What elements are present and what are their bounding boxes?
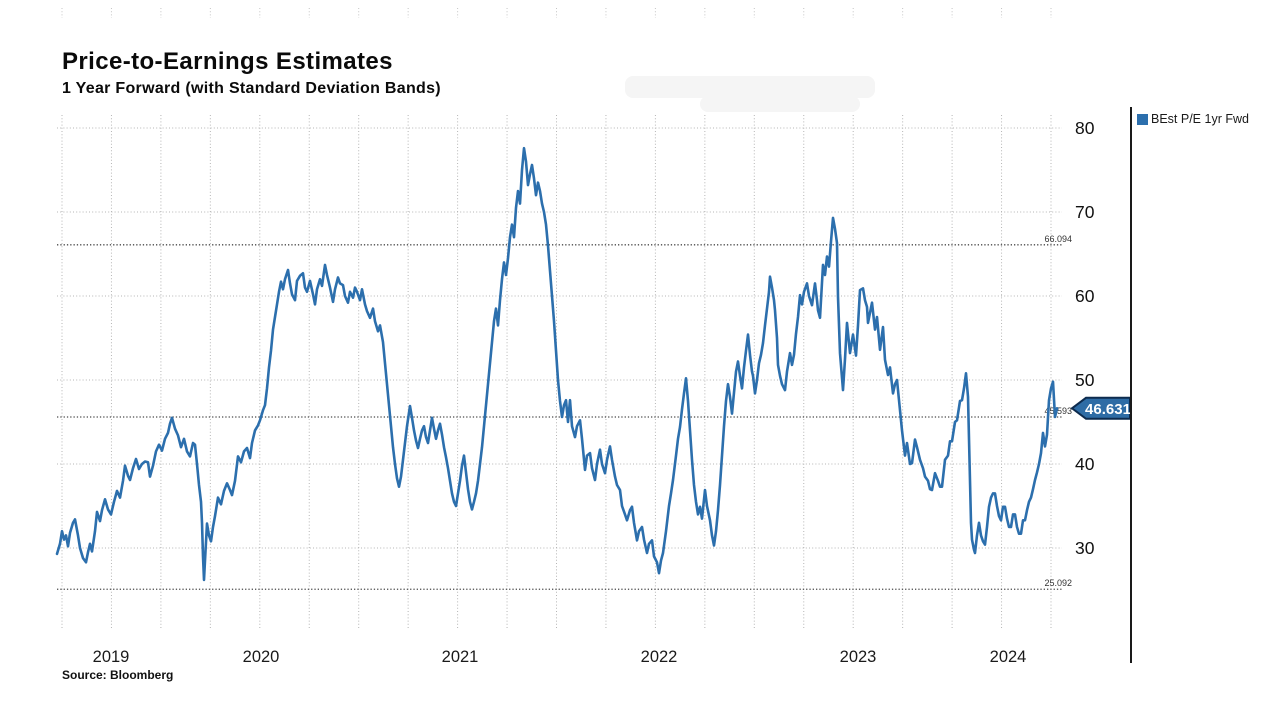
- x-axis-tick-label: 2024: [990, 648, 1027, 666]
- band-label-lower-std-dev: 25.092: [1044, 578, 1072, 588]
- band-label-mean: 45.593: [1044, 406, 1072, 416]
- last-value-text: 46.631: [1085, 401, 1131, 418]
- y-axis-tick-label: 40: [1075, 454, 1095, 474]
- source-label: Source: Bloomberg: [62, 668, 174, 682]
- legend-item-best-pe[interactable]: BEst P/E 1yr Fwd: [1151, 112, 1249, 126]
- watermark-ghost: [625, 76, 875, 98]
- watermark-ghost: [700, 96, 860, 112]
- x-axis-tick-label: 2020: [243, 648, 280, 666]
- y-axis-tick-label: 70: [1075, 202, 1095, 222]
- x-axis-tick-label: 2023: [840, 648, 877, 666]
- x-axis-tick-label: 2022: [641, 648, 678, 666]
- x-axis-tick-label: 2019: [93, 648, 130, 666]
- y-axis-tick-label: 30: [1075, 538, 1095, 558]
- y-axis-tick-label: 60: [1075, 286, 1095, 306]
- band-label-upper-std-dev: 66.094: [1044, 234, 1072, 244]
- y-axis-tick-label: 80: [1075, 118, 1095, 138]
- legend-separator-line: [1130, 107, 1132, 663]
- x-axis-tick-label: 2021: [442, 648, 479, 666]
- y-axis-tick-label: 50: [1075, 370, 1095, 390]
- chart-subtitle: 1 Year Forward (with Standard Deviation …: [62, 80, 441, 97]
- pe-line-series: [55, 146, 1059, 582]
- chart-title: Price-to-Earnings Estimates: [62, 48, 393, 75]
- legend: BEst P/E 1yr Fwd: [1137, 112, 1249, 126]
- legend-swatch-icon: [1137, 113, 1148, 125]
